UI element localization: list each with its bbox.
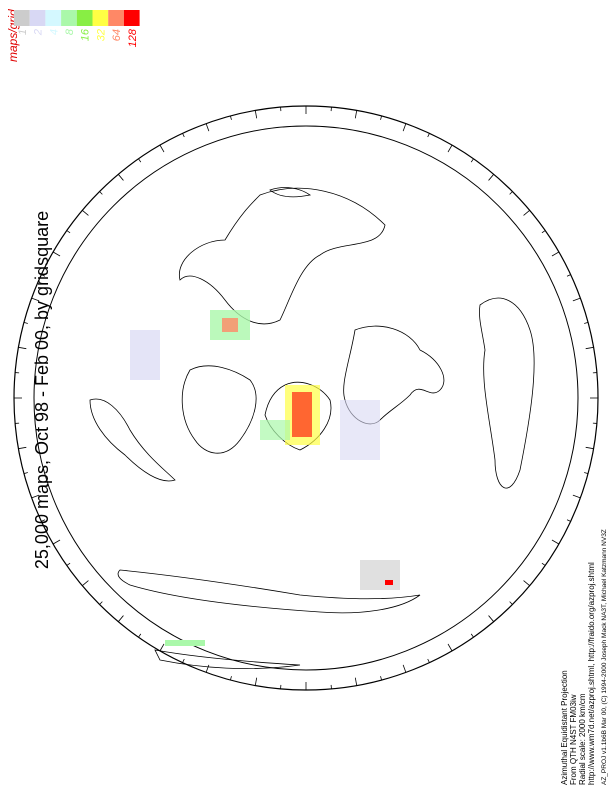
grid-cell (165, 640, 205, 646)
footer: Azimuthal Equidistant Projection From QTH… (560, 529, 608, 785)
tick (523, 209, 530, 216)
legend-label: 8 (64, 28, 76, 35)
grid-cluster (130, 330, 160, 380)
title: 25,000 maps, Oct 98 - Feb 00, by gridsqu… (32, 211, 52, 569)
tick (230, 676, 232, 681)
tick (402, 123, 407, 132)
tick (427, 133, 430, 138)
tick (470, 158, 474, 163)
footer-line: Azimuthal Equidistant Projection (560, 670, 569, 785)
legend-label: 64 (111, 29, 123, 41)
tick (41, 519, 46, 522)
legend-swatch (76, 10, 93, 26)
tick (488, 615, 495, 622)
tick (82, 209, 89, 216)
legend-label: 4 (48, 29, 60, 35)
inner-ring (33, 125, 579, 671)
legend-swatch (92, 10, 109, 26)
grid-activity (130, 310, 400, 646)
tick (572, 297, 581, 302)
tick (205, 123, 210, 132)
tick (380, 115, 382, 120)
tick (585, 446, 594, 450)
tick (488, 174, 495, 181)
legend-swatch (45, 10, 62, 26)
tick (99, 601, 103, 605)
tick (402, 664, 407, 673)
tick (182, 133, 185, 138)
footer-line: AZ_PROJ v1.1b6B Mar 00, (C) 1994-2000 Jo… (601, 529, 608, 785)
footer-line: From QTH N4ST FM03iw (569, 694, 578, 785)
grid-cluster (260, 420, 290, 440)
tick (566, 274, 571, 277)
tick (354, 677, 358, 686)
tick (117, 615, 124, 622)
tick (584, 322, 589, 324)
legend-label: 32 (95, 29, 107, 41)
tick (551, 251, 560, 257)
footer-line: http://www.wm7d.net/azproj.shtml, http:/… (587, 562, 596, 785)
tick (182, 658, 185, 663)
tick (99, 191, 103, 195)
tick (354, 110, 358, 119)
tick (52, 251, 61, 257)
tick (447, 643, 453, 652)
tick (23, 472, 28, 474)
tick (52, 539, 61, 545)
legend-swatch (108, 10, 124, 26)
tick (509, 601, 513, 605)
tick (159, 643, 165, 652)
grid-cell (385, 580, 393, 585)
tick (447, 144, 453, 153)
tick (66, 230, 71, 234)
grid-cluster (292, 392, 312, 437)
tick (66, 562, 71, 566)
legend-swatch (123, 10, 140, 26)
tick (254, 677, 258, 686)
tick (541, 562, 546, 566)
grid-cluster (340, 400, 380, 460)
tick (551, 539, 560, 545)
tick (566, 519, 571, 522)
tick (23, 322, 28, 324)
legend-swatch (14, 10, 30, 26)
tick (230, 115, 232, 120)
tick (31, 494, 40, 499)
tick (380, 676, 382, 681)
tick (584, 472, 589, 474)
tick (572, 494, 581, 499)
map (13, 105, 599, 691)
tick (41, 274, 46, 277)
legend-swatch (61, 10, 77, 26)
tick (523, 580, 530, 587)
tick (18, 346, 27, 350)
legend-label: 16 (80, 28, 92, 41)
tick (470, 633, 474, 638)
coastlines (89, 187, 535, 669)
tick (82, 580, 89, 587)
tick (138, 633, 142, 638)
tick (254, 110, 258, 119)
grid-cluster (222, 318, 238, 332)
tick (138, 158, 142, 163)
legend-label: 1 (17, 29, 29, 35)
footer-line: Radial scale: 2000 km/cm (578, 693, 587, 785)
tick (541, 230, 546, 234)
tick (509, 191, 513, 195)
tick (159, 144, 165, 153)
legend-label: 128 (127, 28, 139, 47)
tick (427, 658, 430, 663)
compass-ticks (14, 106, 598, 690)
tick (18, 446, 27, 450)
tick (117, 174, 124, 181)
tick (205, 664, 210, 673)
tick (585, 346, 594, 350)
grid-cluster (360, 560, 400, 590)
legend: maps/grid 1 2 4 8 16 32 64 128 (6, 9, 140, 62)
legend-swatch (29, 10, 46, 26)
legend-label: 2 (33, 29, 45, 36)
tick (31, 297, 40, 302)
